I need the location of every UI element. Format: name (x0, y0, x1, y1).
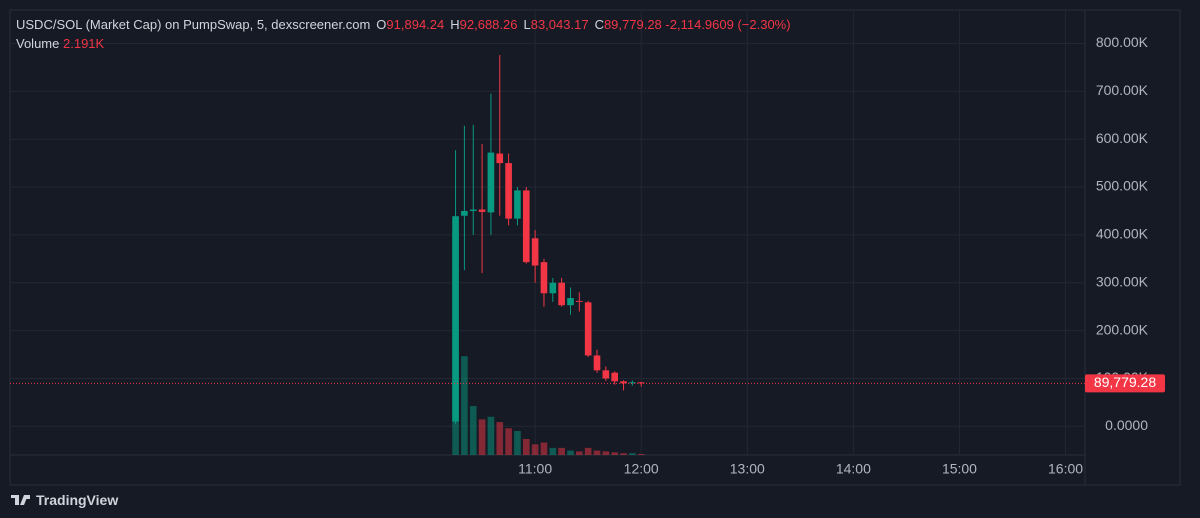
ohlc-key: L (523, 17, 531, 32)
candle-body (567, 298, 574, 306)
volume-bar (469, 406, 477, 455)
legend-header: USDC/SOL (Market Cap) on PumpSwap, 5, de… (16, 15, 791, 53)
candle-body (522, 190, 530, 263)
candle-body (487, 152, 495, 213)
candle-body (549, 282, 557, 294)
y-tick-label: 200.00K (1096, 321, 1149, 337)
last-price-tag (1085, 374, 1165, 393)
y-tick-label: 300.00K (1096, 273, 1149, 289)
volume-bar (531, 444, 539, 455)
brand-logo (11, 495, 30, 505)
volume-line: Volume 2.191K (16, 34, 791, 53)
footer: TradingView (10, 492, 118, 508)
x-tick-label: 12:00 (624, 461, 659, 477)
ohlc-value: 83,043.17 (530, 17, 589, 32)
y-tick-label: 800.00K (1096, 34, 1149, 50)
chart-frame (9, 9, 1181, 486)
candle-body (558, 282, 565, 306)
volume-bar (584, 447, 592, 455)
candle-body (505, 163, 512, 219)
y-tick-label: 400.00K (1096, 226, 1149, 242)
volume-bar (637, 454, 645, 455)
ohlc-key: C (594, 17, 604, 32)
volume-bar (487, 416, 495, 455)
candle-body (514, 190, 521, 219)
volume-bar (478, 419, 486, 455)
candle-body (637, 382, 645, 384)
x-tick-label: 16:00 (1048, 461, 1083, 477)
last-price-label: 89,779.28 (1094, 374, 1156, 390)
x-tick-label: 14:00 (836, 461, 871, 477)
candle-body (602, 370, 610, 379)
volume-bar (593, 450, 601, 455)
ohlc-values: O91,894.24 H92,688.26 L83,043.17 C89,779.28 (370, 17, 662, 32)
y-tick-label: 700.00K (1096, 82, 1149, 98)
volume-bar (514, 430, 521, 455)
volume-bar (496, 422, 504, 455)
volume-bar (540, 442, 548, 455)
candle-body (584, 302, 592, 356)
volume-label: Volume (16, 36, 60, 51)
ohlc-line: USDC/SOL (Market Cap) on PumpSwap, 5, de… (16, 15, 791, 34)
candle-body (461, 210, 468, 216)
candle-body (620, 381, 627, 384)
x-tick-label: 13:00 (730, 461, 765, 477)
volume-bar (558, 447, 565, 455)
ohlc-value: 91,894.24 (386, 17, 445, 32)
volume-bar (522, 438, 530, 455)
candle-body (629, 382, 636, 384)
candle-body (452, 216, 459, 422)
candle-body (469, 209, 477, 211)
volume-bar (567, 450, 574, 455)
candle-body (576, 300, 583, 302)
volume-bar (576, 451, 583, 455)
candle-body (531, 238, 539, 266)
volume-bar (461, 356, 468, 455)
symbol-title: USDC/SOL (Market Cap) on PumpSwap, 5, de… (16, 17, 371, 32)
ohlc-value: 89,779.28 (603, 17, 662, 32)
brand: TradingView (36, 492, 119, 508)
candle-body (496, 153, 504, 164)
candle-body (611, 372, 619, 382)
y-tick-label: 600.00K (1096, 130, 1149, 146)
volume-bar (620, 453, 627, 455)
candle-body (593, 355, 601, 371)
volume-bar (629, 453, 636, 455)
volume-value: 2.191K (63, 36, 105, 51)
ohlc-value: 92,688.26 (459, 17, 518, 32)
change: -2,114.9609 (−2.30%) (665, 17, 791, 32)
x-tick-label: 11:00 (518, 461, 552, 477)
candle-body (540, 262, 548, 294)
y-tick-label: 0.0000 (1105, 417, 1148, 433)
candle-body (478, 209, 486, 212)
ohlc-key: O (376, 17, 387, 32)
x-tick-label: 15:00 (942, 461, 977, 477)
y-tick-label: 500.00K (1096, 178, 1149, 194)
volume-bar (505, 428, 512, 455)
volume-bar (549, 447, 557, 455)
ohlc-key: H (450, 17, 460, 32)
volume-bar (611, 452, 619, 455)
volume-bar (602, 451, 610, 455)
